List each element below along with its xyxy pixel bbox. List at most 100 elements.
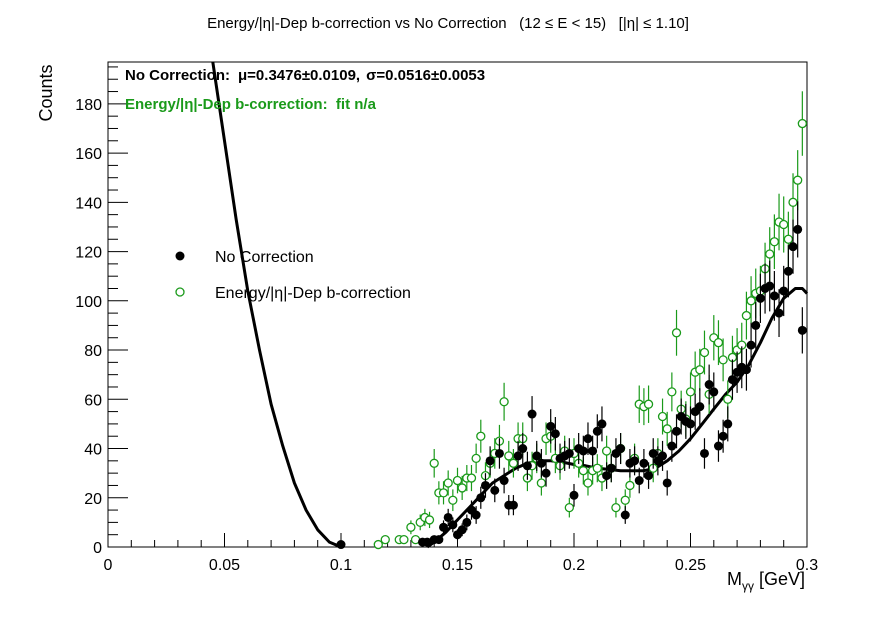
y-tick-label: 60 <box>84 392 102 409</box>
no-correction-point <box>592 426 602 436</box>
x-tick-label: 0.15 <box>442 557 473 574</box>
corrected-point <box>499 397 509 407</box>
no-correction-point <box>727 375 737 385</box>
no-correction-point <box>797 325 807 335</box>
no-correction-point <box>723 419 733 429</box>
fit-curve <box>211 61 342 549</box>
no-correction-point <box>439 522 449 532</box>
corrected-point <box>476 431 486 441</box>
no-correction-point <box>536 458 546 468</box>
corrected-point <box>429 458 439 468</box>
no-correction-point <box>532 451 542 461</box>
no-correction-point <box>564 448 574 458</box>
corrected-point <box>657 411 668 422</box>
no-correction-point <box>667 441 677 451</box>
annotation-nocorr-prefix: No Correction: <box>125 67 230 84</box>
y-tick-label: 40 <box>84 442 102 459</box>
no-correction-point <box>765 281 775 291</box>
no-correction-point <box>485 456 495 466</box>
corrected-point <box>399 534 409 545</box>
legend-label-corrected: Energy/|η|-Dep b-correction <box>215 285 411 302</box>
corrected-point <box>769 237 780 247</box>
corrected-point <box>797 118 807 129</box>
no-correction-point <box>769 291 779 301</box>
annotation-corrected: Energy/|η|-Dep b-correction: fit n/a <box>125 96 377 113</box>
no-correction-point <box>336 540 346 550</box>
legend-marker-no-correction <box>175 251 185 261</box>
corrected-point <box>471 453 481 464</box>
corrected-point <box>662 424 672 434</box>
y-tick-label: 180 <box>75 97 102 114</box>
no-correction-point <box>718 431 728 441</box>
corrected-point <box>643 399 654 409</box>
no-correction-point <box>704 380 714 390</box>
no-correction-point <box>508 500 518 510</box>
no-correction-point <box>783 266 793 276</box>
no-correction-point <box>644 471 654 481</box>
no-correction-point <box>457 525 467 535</box>
no-correction-point <box>616 444 626 454</box>
no-correction-point <box>583 434 593 444</box>
corrected-point <box>788 197 798 207</box>
legend: No Correction Energy/|η|-Dep b-correctio… <box>175 249 411 302</box>
no-correction-point <box>541 468 551 478</box>
corrected-point <box>452 475 463 486</box>
corrected-point <box>448 495 458 505</box>
no-correction-point <box>602 471 612 481</box>
corrected-point <box>741 310 752 321</box>
y-axis-label: Counts <box>36 64 56 121</box>
no-correction-point <box>686 419 695 429</box>
corrected-point <box>783 234 794 244</box>
y-tick-label: 140 <box>75 195 102 212</box>
legend-label-no-correction: No Correction <box>215 249 314 266</box>
no-correction-point <box>462 517 472 527</box>
y-tick-label: 100 <box>75 294 102 311</box>
y-tick-label: 20 <box>84 491 102 508</box>
chart-title: Energy/|η|-Dep b-correction vs No Correc… <box>207 15 689 32</box>
corrected-point <box>380 534 390 545</box>
no-correction-point <box>550 429 560 439</box>
corrected-point <box>508 458 519 468</box>
no-correction-point <box>422 537 432 547</box>
no-correction-point <box>569 490 579 500</box>
corrected-point <box>793 175 803 185</box>
no-correction-point <box>751 320 761 330</box>
y-tick-label: 160 <box>75 146 102 163</box>
no-correction-point <box>522 461 532 471</box>
corrected-point <box>746 296 756 306</box>
no-correction-point <box>518 444 528 454</box>
no-correction-point <box>494 448 504 458</box>
x-axis-label: Mγγ [GeV] <box>727 569 805 593</box>
x-tick-label: 0.25 <box>675 557 706 574</box>
corrected-point <box>406 522 416 532</box>
no-correction-point <box>788 242 798 252</box>
x-axis-label-unit: [GeV] <box>754 569 805 589</box>
corrected-point <box>504 451 514 461</box>
no-correction-point <box>513 451 523 461</box>
no-correction-point <box>448 520 458 530</box>
no-correction-point <box>662 478 672 488</box>
corrected-point <box>625 480 635 491</box>
corrected-point <box>466 473 477 483</box>
no-correction-point <box>746 340 756 350</box>
plot-area <box>211 61 809 550</box>
x-tick-label: 0.05 <box>209 557 240 574</box>
x-tick-label: 0.2 <box>563 557 585 574</box>
x-tick-label: 0.1 <box>330 557 352 574</box>
x-axis: 0 0.05 0.1 0.15 0.2 0.25 0.3 <box>104 533 818 574</box>
no-correction-point <box>639 458 649 468</box>
corrected-point <box>424 515 435 525</box>
corrected-point <box>723 394 733 404</box>
y-tick-label: 80 <box>84 343 102 360</box>
no-correction-point <box>620 510 630 520</box>
no-correction-point <box>480 480 490 490</box>
no-correction-point <box>578 446 588 456</box>
no-correction-point <box>490 485 500 495</box>
no-correction-point <box>597 419 607 429</box>
corrected-point <box>443 478 453 488</box>
no-correction-point <box>606 463 616 473</box>
corrected-point <box>592 463 602 473</box>
corrected-point <box>695 365 705 375</box>
annotation-no-correction: No Correction: μ=0.3476±0.0109, σ=0.0516±0… <box>125 67 485 84</box>
no-correction-point <box>695 402 705 412</box>
